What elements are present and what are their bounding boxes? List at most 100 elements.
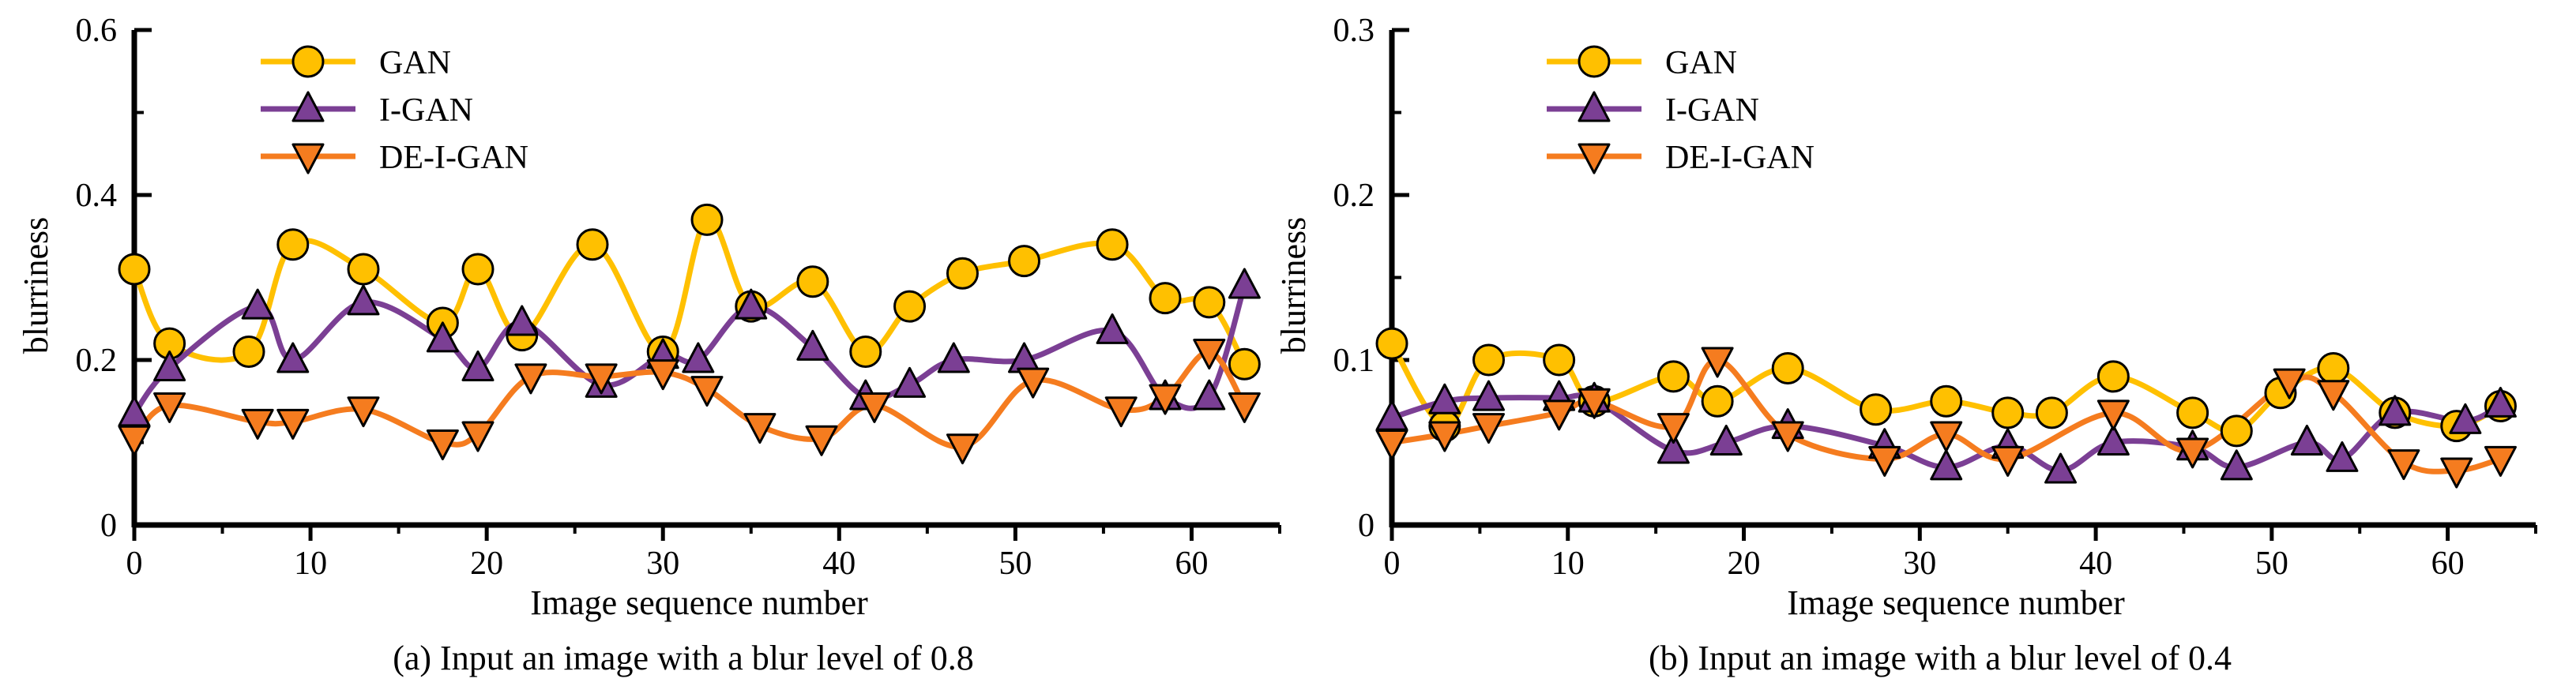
data-point-gan — [1472, 343, 1506, 377]
legend-label-gan: GAN — [1665, 45, 1737, 81]
data-point-de-i-gan — [153, 392, 186, 423]
data-point-gan — [1228, 347, 1261, 381]
legend-marker-de-i-gan — [291, 143, 325, 174]
y-tick-label: 0.3 — [1333, 13, 1375, 49]
data-point-de-i-gan — [2484, 445, 2517, 477]
data-point-de-i-gan — [2273, 368, 2306, 399]
y-axis-label: blurriness — [1274, 217, 1313, 354]
data-point-de-i-gan — [2387, 449, 2420, 481]
data-point-gan — [461, 253, 495, 286]
data-point-i-gan — [2290, 425, 2323, 456]
data-point-de-i-gan — [1991, 445, 2025, 477]
data-point-de-i-gan — [118, 425, 151, 456]
data-point-gan — [276, 228, 310, 261]
data-point-i-gan — [2097, 425, 2130, 456]
data-point-de-i-gan — [1472, 413, 1506, 444]
data-point-i-gan — [347, 284, 380, 316]
data-point-de-i-gan — [1930, 421, 1963, 452]
data-point-de-i-gan — [2440, 457, 2473, 489]
data-point-de-i-gan — [514, 363, 547, 395]
data-point-de-i-gan — [743, 413, 777, 444]
data-point-gan — [1375, 327, 1408, 360]
x-axis-label: Image sequence number — [530, 583, 868, 622]
data-point-gan — [2035, 396, 2068, 429]
data-point-de-i-gan — [1228, 392, 1261, 423]
data-point-i-gan — [1472, 380, 1506, 411]
data-point-de-i-gan — [858, 392, 891, 423]
data-point-de-i-gan — [690, 376, 724, 407]
x-tick-label: 30 — [646, 546, 679, 582]
data-point-gan — [796, 265, 829, 298]
data-point-de-i-gan — [646, 359, 679, 391]
y-tick-label: 0.2 — [1333, 178, 1375, 214]
data-point-i-gan — [2379, 395, 2412, 426]
x-tick-label: 40 — [2079, 546, 2112, 582]
data-point-gan — [2317, 351, 2350, 384]
data-point-i-gan — [2044, 452, 2078, 484]
x-tick-label: 50 — [2255, 546, 2288, 582]
data-point-i-gan — [461, 350, 495, 381]
data-point-gan — [232, 336, 265, 369]
legend-label-i-gan: I-GAN — [1665, 92, 1759, 129]
series-line-gan — [131, 216, 1247, 367]
data-point-gan — [347, 253, 380, 286]
data-point-de-i-gan — [1868, 445, 1901, 477]
legend-label-gan: GAN — [379, 45, 451, 81]
data-point-gan — [1096, 228, 1129, 261]
data-point-de-i-gan — [461, 421, 495, 452]
legend-marker-de-i-gan — [1578, 143, 1611, 174]
y-tick-label: 0.1 — [1333, 343, 1375, 379]
y-tick-label: 0.2 — [76, 343, 118, 379]
data-point-i-gan — [1228, 268, 1261, 299]
x-tick-label: 0 — [126, 546, 143, 582]
data-point-de-i-gan — [1375, 429, 1408, 460]
data-point-de-i-gan — [347, 396, 380, 428]
data-point-gan — [849, 336, 882, 369]
data-point-gan — [893, 290, 927, 323]
data-point-de-i-gan — [1104, 396, 1138, 428]
data-point-i-gan — [682, 342, 715, 373]
data-point-de-i-gan — [1578, 388, 1611, 419]
x-axis-label: Image sequence number — [1787, 583, 2125, 622]
x-tick-label: 20 — [1728, 546, 1761, 582]
legend-label-de-i-gan: DE-I-GAN — [1665, 140, 1814, 176]
legend-label-i-gan: I-GAN — [379, 92, 473, 129]
data-point-de-i-gan — [1193, 339, 1226, 370]
data-point-de-i-gan — [2176, 437, 2209, 469]
data-point-i-gan — [735, 288, 768, 320]
data-point-de-i-gan — [585, 363, 618, 395]
x-tick-label: 10 — [1551, 546, 1585, 582]
data-point-gan — [1193, 286, 1226, 319]
data-point-gan — [1543, 343, 1576, 377]
x-tick-label: 60 — [1175, 546, 1208, 582]
data-point-i-gan — [937, 342, 970, 373]
data-point-gan — [1771, 351, 1804, 384]
data-point-gan — [1991, 396, 2025, 429]
data-point-de-i-gan — [1017, 367, 1050, 399]
data-point-de-i-gan — [426, 429, 459, 460]
data-point-de-i-gan — [1149, 384, 1182, 415]
legend-marker-gan — [291, 45, 325, 78]
chart-caption: (a) Input an image with a blur level of … — [393, 639, 974, 677]
data-point-gan — [118, 253, 151, 286]
data-point-gan — [1860, 393, 1893, 426]
data-point-gan — [690, 203, 724, 236]
data-point-de-i-gan — [805, 425, 838, 456]
data-point-gan — [1008, 245, 1041, 278]
x-tick-label: 30 — [1903, 546, 1936, 582]
y-tick-label: 0.4 — [76, 178, 118, 214]
data-point-gan — [1701, 384, 1734, 418]
data-point-i-gan — [426, 321, 459, 353]
legend-marker-i-gan — [1578, 91, 1611, 122]
data-point-gan — [1657, 360, 1690, 393]
data-point-gan — [2220, 414, 2253, 448]
y-tick-label: 0.6 — [76, 13, 118, 49]
legend-label-de-i-gan: DE-I-GAN — [379, 140, 528, 176]
data-point-i-gan — [1428, 383, 1461, 414]
data-point-de-i-gan — [1657, 413, 1690, 444]
data-point-i-gan — [241, 288, 274, 320]
data-point-de-i-gan — [2097, 399, 2130, 431]
data-point-i-gan — [2220, 449, 2253, 481]
data-point-gan — [1930, 384, 1963, 418]
